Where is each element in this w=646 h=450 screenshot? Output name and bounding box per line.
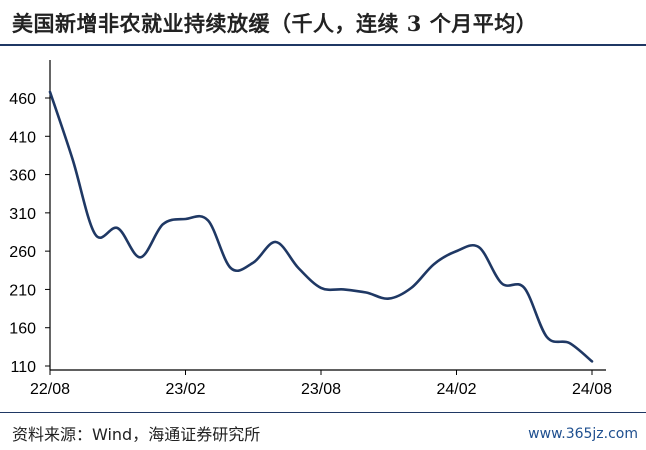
y-tick-label: 460 [9, 91, 36, 108]
y-tick-label: 210 [9, 282, 36, 299]
footer-divider [0, 412, 646, 413]
watermark: www.365jz.com [528, 426, 638, 442]
source-note: 资料来源：Wind，海通证券研究所 [12, 425, 261, 444]
x-tick-label: 22/08 [30, 381, 70, 398]
x-tick-label: 23/08 [301, 381, 341, 398]
y-tick-label: 410 [9, 129, 36, 146]
title-divider [0, 44, 646, 46]
y-tick-label: 310 [9, 206, 36, 223]
y-axis-tick-marks [45, 97, 50, 367]
x-tick-label: 24/08 [572, 381, 612, 398]
x-tick-label: 23/02 [165, 381, 205, 398]
x-axis-tick-marks [49, 370, 593, 375]
y-tick-label: 260 [9, 244, 36, 261]
y-axis-tick-labels: 110 160 210 260 310 360 410 460 [9, 91, 36, 376]
x-axis-tick-labels: 22/08 23/02 23/08 24/02 24/08 [30, 381, 612, 398]
y-tick-label: 360 [9, 168, 36, 185]
chart-title: 美国新增非农就业持续放缓（千人，连续 3 个月平均） [12, 11, 538, 36]
series-line [48, 90, 594, 363]
y-tick-label: 160 [9, 321, 36, 338]
line-chart: 110 160 210 260 310 360 410 460 22/08 23/02 23/08… [9, 60, 612, 398]
y-tick-label: 110 [10, 359, 36, 376]
x-tick-label: 24/02 [436, 381, 476, 398]
